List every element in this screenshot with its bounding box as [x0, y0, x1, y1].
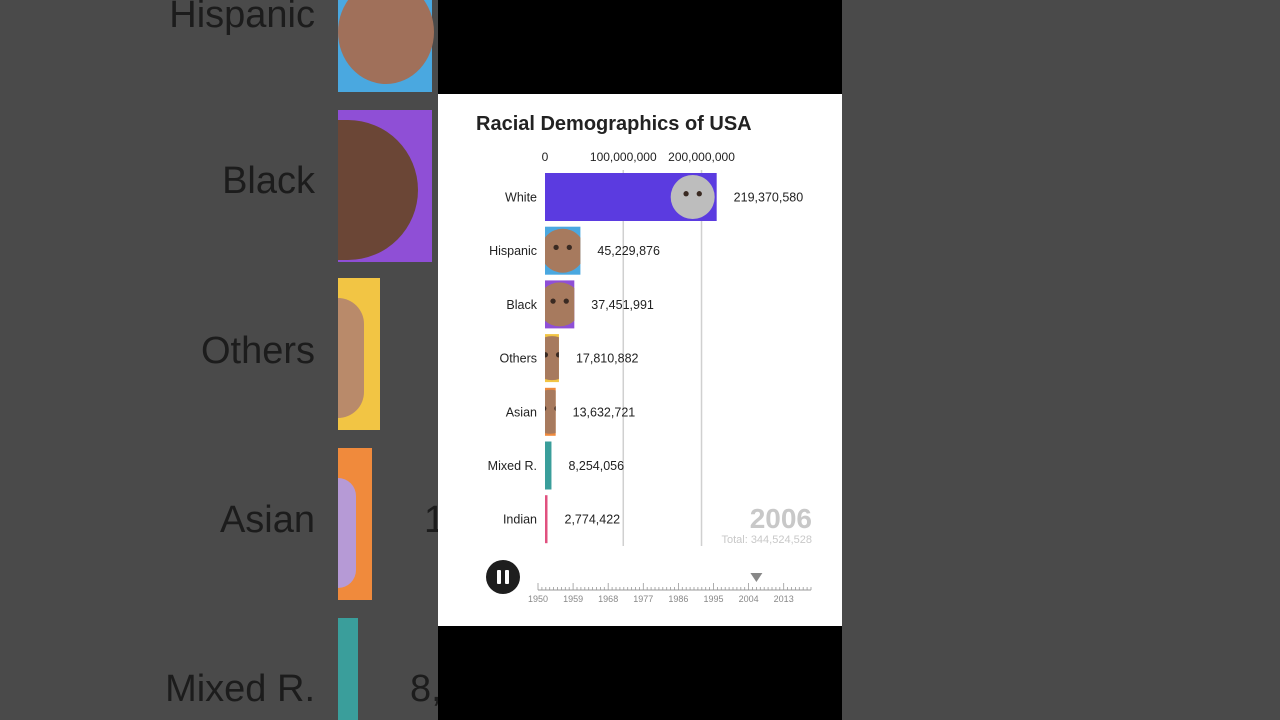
value-label: 8,254,056: [568, 459, 624, 473]
pause-button[interactable]: [486, 560, 520, 594]
category-label: Indian: [503, 513, 537, 527]
x-tick-label: 100,000,000: [590, 150, 657, 164]
x-axis-ticks: 0 100,000,000 200,000,000: [542, 150, 736, 164]
timeline-label: 2004: [739, 594, 759, 604]
bg-face-others: [338, 298, 364, 418]
bars: White 219,370,580 Hispanic 45,229,876 Black 3…: [488, 173, 804, 544]
timeline-label: 1986: [668, 594, 688, 604]
timeline-label: 1995: [703, 594, 723, 604]
bg-tile-mixed: [338, 618, 358, 720]
total-label: Total: 344,524,528: [721, 534, 812, 546]
bar: [545, 495, 548, 544]
bg-number-asian: 1: [424, 499, 438, 541]
portrait-icon: [545, 282, 575, 327]
x-tick-label: 0: [542, 150, 549, 164]
value-label: 2,774,422: [565, 513, 621, 527]
portrait-icon: [670, 175, 715, 219]
timeline-label: 1977: [633, 594, 653, 604]
pause-icon-left: [497, 570, 501, 584]
bg-label-hispanic: Hispanic: [169, 0, 315, 36]
bar: [545, 441, 552, 490]
value-label: 219,370,580: [734, 191, 804, 205]
bg-face-hispanic: [338, 0, 434, 84]
timeline-label: 1959: [563, 594, 583, 604]
category-label: Hispanic: [489, 244, 537, 258]
chart-title: Racial Demographics of USA: [476, 113, 752, 135]
category-label: White: [505, 191, 537, 205]
bg-face-asian: [338, 478, 356, 588]
bar-chart: 0 100,000,000 200,000,000 White 219,370,580…: [488, 150, 812, 604]
pause-icon-right: [505, 570, 509, 584]
bg-face-black: [338, 120, 418, 260]
x-tick-label: 200,000,000: [668, 150, 735, 164]
background-left: Hispanic Black Others Asian 1 Mixed R. 8…: [0, 0, 438, 720]
bg-label-mixed: Mixed R.: [165, 668, 315, 710]
current-year-label: 2006: [750, 503, 812, 534]
category-label: Black: [506, 298, 537, 312]
bg-label-black: Black: [222, 160, 315, 202]
bg-label-others: Others: [200, 330, 315, 372]
portrait-icon: [545, 389, 556, 434]
timeline-slider[interactable]: 1950 1959 1968 1977 1986 1995 2004 2013: [528, 573, 812, 604]
timeline-label: 1950: [528, 594, 548, 604]
bg-tile-hispanic: [338, 0, 434, 92]
bg-label-asian: Asian: [219, 499, 315, 541]
background-right: [842, 0, 1280, 720]
category-label: Asian: [506, 405, 537, 419]
value-label: 13,632,721: [573, 405, 636, 419]
portrait-icon: [545, 228, 581, 273]
bg-tile-others: [338, 278, 380, 430]
timeline-marker[interactable]: [750, 573, 763, 582]
category-label: Others: [499, 352, 537, 366]
portrait-icon: [545, 336, 559, 381]
value-label: 17,810,882: [576, 352, 639, 366]
timeline-label: 2013: [774, 594, 794, 604]
timeline-label: 1968: [598, 594, 618, 604]
value-label: 37,451,991: [591, 298, 654, 312]
bg-tile-asian: [338, 448, 372, 600]
value-label: 45,229,876: [597, 244, 660, 258]
chart-card: Racial Demographics of USA 0 100,000,000 2…: [438, 94, 842, 626]
bg-number-mixed: 8,: [410, 668, 438, 710]
gridlines: [622, 170, 703, 546]
category-label: Mixed R.: [488, 459, 537, 473]
bg-tile-black: [338, 110, 432, 262]
